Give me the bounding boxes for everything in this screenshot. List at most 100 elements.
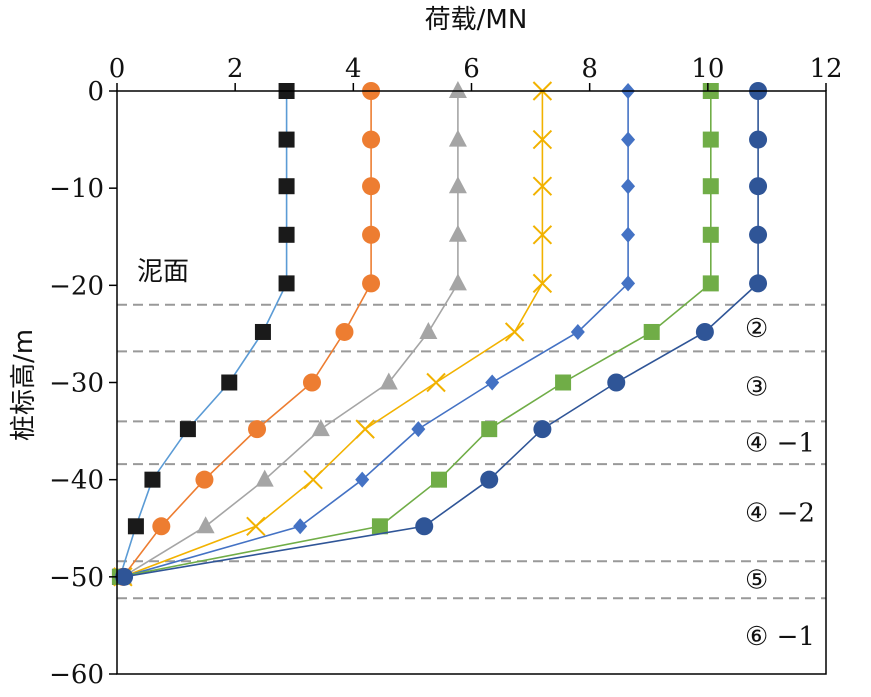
x-tick-label: 2 [227,54,244,84]
y-axis-title: 桩标高/m [9,329,39,441]
y-tick-label: −20 [49,271,104,301]
data-point-square [278,226,295,243]
data-point-x [532,273,553,294]
data-point-square [127,518,144,535]
data-point-square [702,131,719,148]
soil-layer-label: ④ −1 [745,429,815,459]
data-point-triangle [448,81,467,98]
soil-layer-labels: ② ③ ④ −1 ④ −2 ⑤ ⑥ −1 [745,314,815,652]
data-point-circle [749,177,768,196]
data-point-square [643,323,660,340]
data-point-diamond [355,471,370,488]
data-point-square [179,421,196,438]
data-point-triangle [379,372,398,390]
data-point-circle [533,420,552,439]
series-layer [111,81,768,587]
data-point-circle [749,274,768,293]
series-line [122,91,372,578]
layer-boundaries [117,303,826,600]
data-point-x [532,176,553,196]
data-point-triangle [448,273,467,291]
data-point-square [144,471,161,488]
data-point-square [431,471,448,488]
series-line [122,91,629,578]
data-point-diamond [293,518,308,535]
data-point-diamond [570,323,585,340]
series-2 [113,82,381,586]
data-point-triangle [448,224,467,242]
series-7 [115,82,768,586]
x-tick-label: 10 [691,54,724,84]
data-point-circle [695,322,714,341]
data-point-circle [115,567,134,586]
data-point-circle [480,470,499,489]
y-tick-label: 0 [87,77,104,107]
data-point-x [426,372,446,393]
data-point-square [221,374,238,391]
data-point-diamond [621,131,636,148]
data-point-circle [415,517,434,536]
data-point-square [371,518,388,535]
data-point-triangle [448,129,467,147]
data-point-circle [362,177,381,196]
x-tick-label: 4 [345,54,362,84]
x-tick-label: 0 [109,54,126,84]
data-point-square [481,421,498,438]
data-point-circle [749,130,768,149]
x-tick-label: 12 [809,54,842,84]
data-point-circle [607,373,626,392]
series-5 [115,83,636,585]
series-4 [113,81,553,587]
data-point-square [278,131,295,148]
series-line [119,91,712,578]
data-point-circle [195,470,214,489]
y-tick-label: −10 [49,174,104,204]
data-point-x [504,322,525,342]
y-tick-label: −60 [49,660,104,690]
data-point-square [702,275,719,292]
data-point-circle [362,274,381,293]
x-tick-label: 6 [463,54,480,84]
data-point-diamond [411,421,426,438]
data-point-x [246,516,266,537]
data-point-diamond [621,226,636,243]
data-point-x [303,469,323,490]
data-point-circle [152,517,171,536]
data-point-square [702,226,719,243]
data-point-triangle [255,469,274,487]
soil-layer-label: ⑥ −1 [745,622,815,652]
data-point-square [278,275,295,292]
data-point-diamond [621,275,636,292]
data-point-triangle [311,419,330,437]
data-point-circle [362,130,381,149]
data-point-x [532,129,553,150]
data-point-square [278,178,295,195]
data-point-circle [362,225,381,244]
data-point-circle [335,322,354,341]
data-point-square [702,178,719,195]
soil-layer-label: ⑤ [745,566,768,596]
data-point-square [555,374,572,391]
series-line [123,91,759,578]
x-axis-ticks: 0 2 4 6 8 10 12 [109,54,843,91]
data-point-circle [248,420,267,439]
x-axis-title: 荷载/MN [425,5,528,35]
mudline-label: 泥面 [137,257,189,287]
y-tick-label: −30 [49,369,104,399]
data-point-diamond [621,178,636,195]
data-point-triangle [419,321,438,339]
soil-layer-label: ④ −2 [745,499,815,529]
data-point-triangle [196,516,215,534]
data-point-x [355,419,375,439]
data-point-diamond [485,374,500,391]
y-tick-label: −40 [49,466,104,496]
soil-layer-label: ③ [745,372,768,402]
y-tick-label: −50 [49,563,104,593]
data-point-x [532,225,553,245]
series-6 [111,83,719,585]
series-3 [113,81,467,584]
data-point-circle [749,225,768,244]
series-1 [111,83,295,585]
data-point-circle [302,373,321,392]
